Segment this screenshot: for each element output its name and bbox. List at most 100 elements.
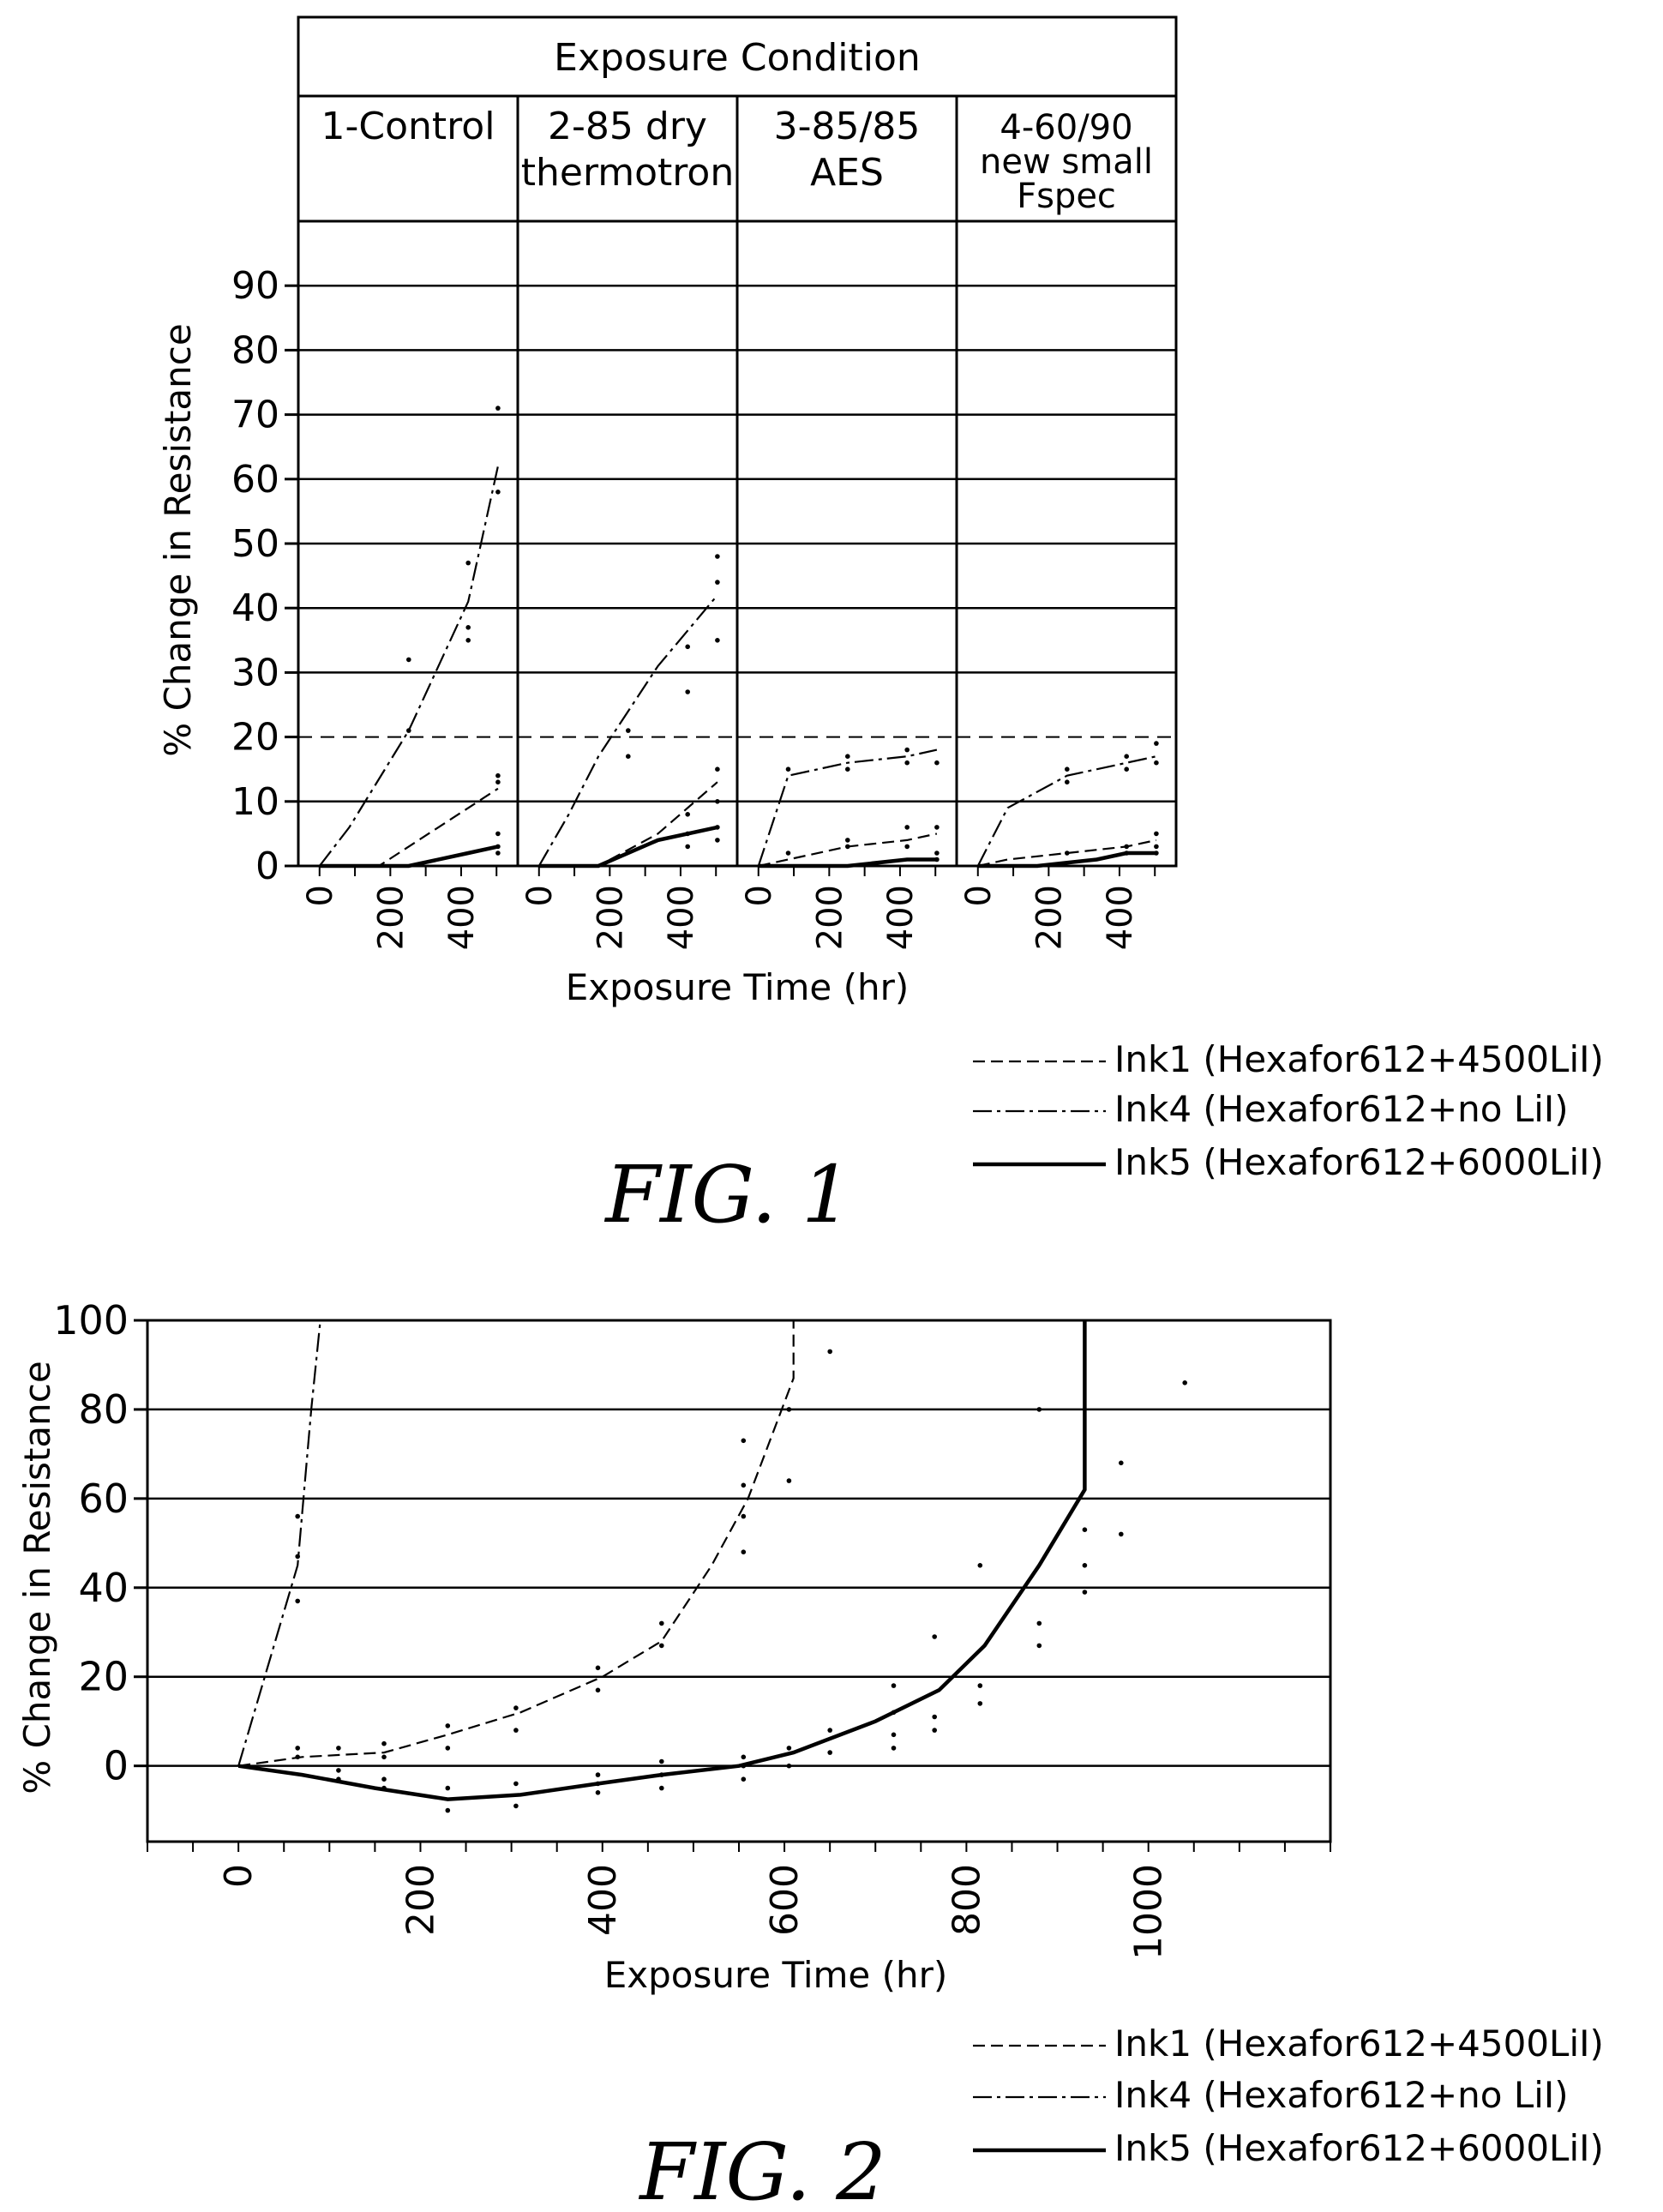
data-point xyxy=(741,1763,747,1769)
data-point xyxy=(685,644,690,650)
y-tick-label: 90 xyxy=(231,264,279,308)
y-tick-label: 80 xyxy=(78,1386,129,1433)
data-point xyxy=(827,1750,832,1755)
figure-1-legend: Ink1 (Hexafor612+4500LiI) Ink4 (Hexafor61… xyxy=(973,1038,1604,1183)
data-point xyxy=(336,1746,341,1751)
y-tick-label: 50 xyxy=(231,522,279,566)
legend-label-ink4: Ink4 (Hexafor612+no LiI) xyxy=(1114,2074,1569,2116)
data-point xyxy=(934,760,940,766)
y-tick-label: 10 xyxy=(231,780,279,824)
exposure-condition-header: Exposure Condition xyxy=(554,36,921,80)
y-tick-label: 40 xyxy=(78,1565,129,1611)
data-point xyxy=(845,844,850,850)
data-point xyxy=(1124,844,1129,850)
data-point xyxy=(845,766,850,772)
data-point xyxy=(786,1407,792,1412)
data-point xyxy=(1124,754,1129,759)
data-point xyxy=(685,689,690,694)
figure-2-frame xyxy=(146,1319,1332,1843)
data-point xyxy=(495,490,501,495)
data-point xyxy=(406,728,411,733)
y-tick-label: 60 xyxy=(231,458,279,502)
data-point xyxy=(715,799,720,804)
data-point xyxy=(786,1763,792,1769)
data-point xyxy=(495,779,501,784)
data-point xyxy=(595,1790,601,1795)
data-point xyxy=(495,772,501,778)
data-point xyxy=(1036,1643,1042,1649)
panel-label: AES xyxy=(810,151,884,195)
y-tick-label: 80 xyxy=(231,328,279,372)
ink4-line xyxy=(757,748,938,867)
y-tick-label: 70 xyxy=(231,394,279,437)
x-tick-label: 800 xyxy=(945,1864,988,1936)
data-point xyxy=(445,1785,451,1791)
x-tick-label: 200 xyxy=(371,885,411,950)
data-point xyxy=(445,1807,451,1813)
y-tick-label: 60 xyxy=(78,1476,129,1522)
x-tick-label: 1000 xyxy=(1127,1864,1171,1960)
data-point xyxy=(465,560,471,566)
data-point xyxy=(1182,1380,1187,1386)
data-point xyxy=(1065,779,1070,784)
data-point xyxy=(977,1563,983,1568)
data-point xyxy=(595,1781,601,1787)
data-point xyxy=(445,1723,451,1728)
data-point xyxy=(381,1785,387,1791)
data-point xyxy=(977,1701,983,1706)
data-point xyxy=(659,1785,664,1791)
x-tick-label: 200 xyxy=(1030,885,1069,950)
data-point xyxy=(595,1772,601,1777)
x-tick-label: 200 xyxy=(591,885,630,950)
data-point xyxy=(904,844,910,850)
data-point xyxy=(977,1683,983,1688)
ink5-line xyxy=(977,851,1156,869)
data-point xyxy=(381,1776,387,1782)
data-point xyxy=(659,1643,664,1649)
data-point xyxy=(659,1772,664,1777)
data-point xyxy=(659,1620,664,1626)
data-point xyxy=(465,625,471,630)
legend-label-ink5: Ink5 (Hexafor612+6000LiI) xyxy=(1114,2127,1604,2169)
data-point xyxy=(904,760,910,766)
x-tick-label: 0 xyxy=(740,885,779,906)
x-tick-label: 400 xyxy=(1101,885,1140,950)
x-tick-label: 400 xyxy=(581,1864,625,1936)
data-point xyxy=(845,838,850,843)
ink5-line xyxy=(319,845,499,869)
x-axis-label: Exposure Time (hr) xyxy=(604,1954,948,1996)
data-point xyxy=(934,851,940,856)
y-tick-label: 100 xyxy=(53,1297,129,1343)
data-point xyxy=(741,1482,747,1488)
ink5-line xyxy=(538,825,718,869)
data-point xyxy=(741,1776,747,1782)
data-point xyxy=(1065,851,1070,856)
y-tick-label: 0 xyxy=(255,845,279,888)
x-tick-label: 200 xyxy=(810,885,850,950)
data-point xyxy=(685,844,690,850)
figure-1-caption: FIG. 1 xyxy=(603,1149,851,1241)
data-point xyxy=(786,1478,792,1483)
data-point xyxy=(626,754,631,759)
data-point xyxy=(741,1754,747,1760)
data-point xyxy=(715,554,720,559)
data-point xyxy=(295,1746,301,1751)
data-point xyxy=(845,754,850,759)
data-point xyxy=(934,825,940,830)
data-point xyxy=(827,1349,832,1355)
ink1-line xyxy=(238,1320,795,1767)
data-point xyxy=(1119,1531,1124,1537)
data-point xyxy=(1036,1620,1042,1626)
data-point xyxy=(741,1513,747,1519)
data-point xyxy=(741,1438,747,1444)
x-tick-label: 400 xyxy=(442,885,482,950)
legend-label-ink5: Ink5 (Hexafor612+6000LiI) xyxy=(1114,1141,1604,1183)
data-point xyxy=(595,1665,601,1671)
data-point xyxy=(381,1754,387,1760)
data-point xyxy=(1082,1590,1088,1595)
data-point xyxy=(904,825,910,830)
panel-label: 3-85/85 xyxy=(774,105,921,148)
data-point xyxy=(891,1710,897,1716)
